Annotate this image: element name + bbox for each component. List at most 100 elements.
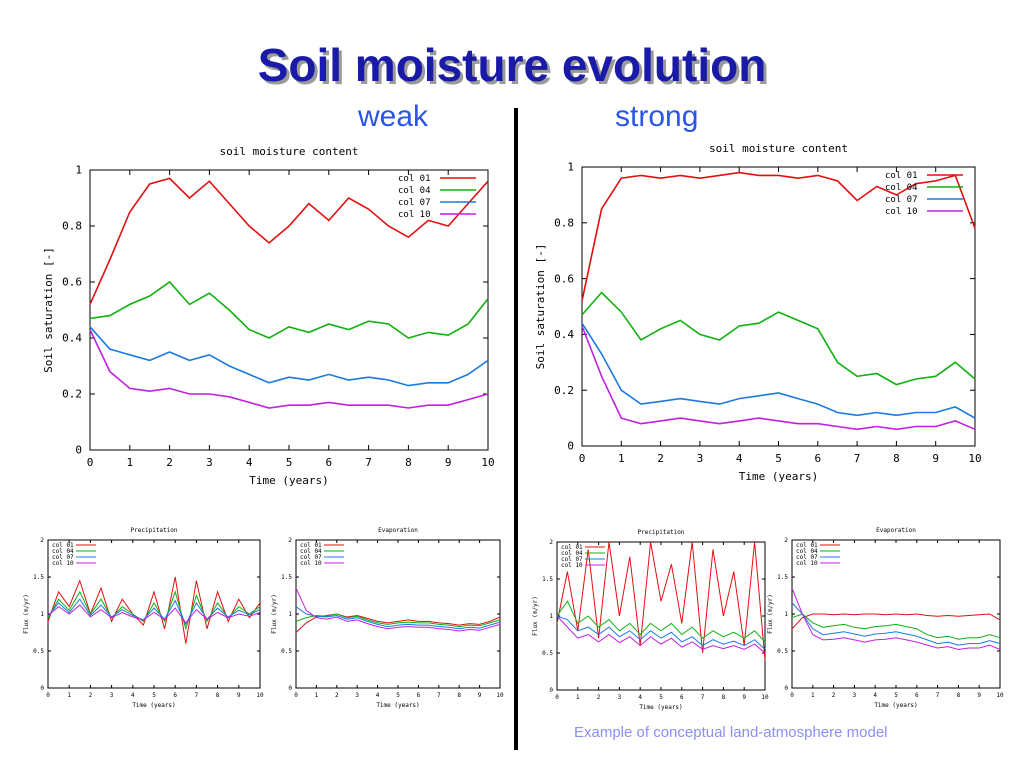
legend-label: col 10: [796, 560, 818, 567]
x-tick-label: 9: [742, 694, 746, 701]
y-tick-label: 0.8: [62, 220, 82, 233]
x-tick-label: 0: [87, 456, 94, 469]
y-tick-label: 2: [288, 537, 292, 544]
series-line-col-04: [47, 590, 261, 631]
y-tick-label: 0.4: [62, 332, 82, 345]
x-tick-label: 1: [315, 692, 319, 699]
x-axis-label: Time (years): [874, 702, 917, 709]
y-tick-label: 0.6: [554, 272, 574, 285]
x-tick-label: 1: [576, 694, 580, 701]
x-tick-label: 10: [256, 692, 264, 699]
x-tick-label: 8: [722, 694, 726, 701]
legend-label: col 07: [52, 554, 74, 561]
legend-label: col 10: [52, 560, 74, 567]
y-tick-label: 0.5: [33, 648, 44, 655]
y-tick-label: 0: [784, 685, 788, 692]
x-tick-label: 5: [396, 692, 400, 699]
y-tick-label: 1: [75, 164, 82, 177]
x-axis-label: Time (years): [376, 702, 419, 709]
y-tick-label: 0.5: [542, 650, 553, 657]
weak-label: weak: [358, 100, 429, 133]
x-tick-label: 8: [957, 692, 961, 699]
series-line-col-07: [581, 322, 976, 419]
y-tick-label: 0.2: [554, 384, 574, 397]
x-tick-label: 5: [152, 692, 156, 699]
x-tick-label: 5: [775, 452, 782, 465]
x-tick-label: 2: [597, 694, 601, 701]
series-line-col-01: [581, 171, 976, 302]
y-tick-label: 1: [567, 161, 574, 174]
x-tick-label: 7: [936, 692, 940, 699]
y-axis-label: Soil saturation [-]: [534, 244, 547, 370]
x-axis-label: Time (years): [639, 704, 682, 711]
x-tick-label: 2: [89, 692, 93, 699]
x-tick-label: 3: [853, 692, 857, 699]
y-tick-label: 1.5: [33, 574, 44, 581]
chart-title: Precipitation: [638, 529, 685, 536]
x-tick-label: 8: [405, 456, 412, 469]
x-tick-label: 8: [216, 692, 220, 699]
series-line-col-07: [556, 615, 766, 650]
x-tick-label: 9: [932, 452, 939, 465]
legend-label: col 01: [398, 174, 431, 184]
x-tick-label: 0: [294, 692, 298, 699]
x-tick-label: 0: [790, 692, 794, 699]
x-tick-label: 6: [680, 694, 684, 701]
x-tick-label: 3: [110, 692, 114, 699]
legend-label: col 07: [398, 198, 431, 208]
legend-label: col 07: [300, 554, 322, 561]
y-tick-label: 0: [549, 687, 553, 694]
y-tick-label: 0.4: [554, 328, 574, 341]
legend-label: col 01: [300, 542, 322, 549]
x-tick-label: 3: [697, 452, 704, 465]
y-tick-label: 2: [549, 539, 553, 546]
legend-label: col 04: [561, 550, 583, 557]
series-line-col-01: [556, 541, 766, 661]
x-tick-label: 2: [832, 692, 836, 699]
series-line-col-04: [581, 291, 976, 386]
legend-label: col 07: [796, 554, 818, 561]
legend-label: col 10: [300, 560, 322, 567]
series-line-col-10: [295, 587, 501, 632]
x-tick-label: 4: [131, 692, 135, 699]
x-tick-label: 5: [659, 694, 663, 701]
y-axis-label: Flux (m/yr): [767, 594, 774, 634]
legend-label: col 01: [561, 544, 583, 551]
y-axis-label: Flux (m/yr): [532, 596, 539, 636]
x-tick-label: 10: [968, 452, 981, 465]
x-tick-label: 5: [286, 456, 293, 469]
x-tick-label: 2: [657, 452, 664, 465]
x-tick-label: 10: [761, 694, 769, 701]
x-tick-label: 4: [638, 694, 642, 701]
y-tick-label: 1: [288, 611, 292, 618]
legend-label: col 01: [52, 542, 74, 549]
series-line-col-10: [581, 325, 976, 431]
series-line-col-04: [556, 600, 766, 643]
y-tick-label: 1.5: [542, 576, 553, 583]
x-tick-label: 9: [445, 456, 452, 469]
x-tick-label: 6: [814, 452, 821, 465]
legend-label: col 04: [300, 548, 322, 555]
y-tick-label: 0.6: [62, 276, 82, 289]
chart-title: Evaporation: [378, 527, 418, 534]
x-tick-label: 2: [166, 456, 173, 469]
series-line-col-04: [791, 613, 1001, 640]
x-tick-label: 9: [977, 692, 981, 699]
y-tick-label: 0.5: [281, 648, 292, 655]
x-tick-label: 3: [618, 694, 622, 701]
x-tick-label: 9: [237, 692, 241, 699]
x-tick-label: 7: [195, 692, 199, 699]
x-tick-label: 3: [206, 456, 213, 469]
x-tick-label: 10: [481, 456, 494, 469]
y-tick-label: 1: [784, 611, 788, 618]
series-line-col-01: [89, 177, 489, 305]
legend-label: col 07: [561, 556, 583, 563]
y-tick-label: 0: [567, 440, 574, 453]
x-tick-label: 0: [46, 692, 50, 699]
y-axis-label: Soil saturation [-]: [42, 247, 55, 373]
y-tick-label: 0: [288, 685, 292, 692]
x-tick-label: 8: [893, 452, 900, 465]
